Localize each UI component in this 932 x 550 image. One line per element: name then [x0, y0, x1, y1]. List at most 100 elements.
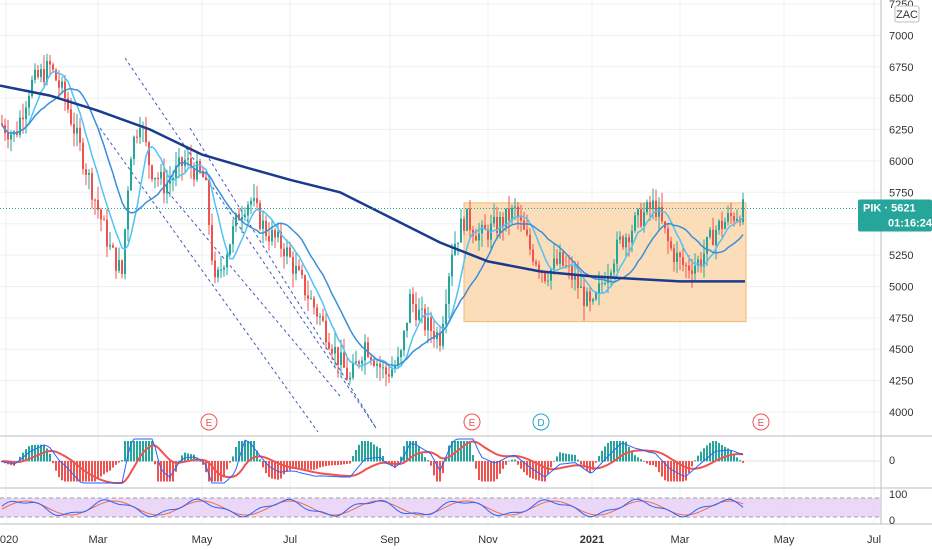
macd-hist-bar	[454, 441, 456, 462]
macd-hist-bar	[250, 441, 252, 462]
candle-body	[673, 248, 675, 262]
price-tick-label: 6500	[889, 93, 913, 105]
macd-hist-bar	[619, 441, 621, 462]
candle-body	[151, 165, 153, 180]
time-axis[interactable]: 2020 Mar May Jul Sep Nov 2021 Mar May Jul	[0, 534, 881, 546]
macd-hist-bar	[685, 461, 687, 481]
macd-hist-bar	[529, 461, 531, 478]
candle-body	[457, 242, 459, 244]
currency-label: ZAC	[896, 9, 918, 21]
macd-hist-bar	[445, 457, 447, 462]
candle-body	[589, 291, 591, 302]
candle-body	[646, 202, 648, 213]
candle-body	[718, 220, 720, 230]
candle-body	[364, 342, 366, 361]
candle-body	[685, 265, 687, 267]
macd-hist-bar	[424, 457, 426, 462]
candle-body	[406, 322, 408, 331]
candle-body	[127, 190, 129, 230]
macd-hist-bar	[163, 461, 165, 482]
candle-body	[115, 247, 117, 271]
macd-hist-bar	[109, 461, 111, 471]
rsi-label-100: 100	[889, 489, 907, 501]
macd-hist-bar	[616, 441, 618, 462]
macd-hist-bar	[340, 461, 342, 465]
moving-averages	[0, 70, 745, 370]
macd-hist-bar	[400, 456, 402, 462]
macd-hist-bar	[466, 441, 468, 462]
candle-body	[466, 208, 468, 231]
macd-hist-bar	[352, 455, 354, 462]
candle-body	[727, 213, 729, 222]
candle-body	[700, 259, 702, 267]
macd-hist-bar	[643, 461, 645, 462]
macd-hist-bar	[178, 460, 180, 462]
candle-body	[442, 323, 444, 346]
candle-body	[448, 276, 450, 304]
price-tick-label: 7000	[889, 30, 913, 42]
macd-hist-bar	[541, 461, 543, 482]
macd-hist-bar	[658, 461, 660, 473]
macd-hist-bar	[49, 453, 51, 462]
candle-body	[262, 220, 264, 229]
candle-body	[514, 206, 516, 208]
macd-hist-bar	[733, 454, 735, 462]
candle-body	[283, 248, 285, 257]
candle-body	[325, 320, 327, 343]
macd-hist-bar	[559, 452, 561, 462]
candle-body	[679, 252, 681, 258]
candle-body	[103, 219, 105, 221]
candle-body	[517, 206, 519, 218]
candle-body	[487, 229, 489, 240]
event-marker[interactable]	[200, 413, 218, 431]
macd-hist-bar	[688, 461, 690, 473]
event-marker[interactable]	[752, 413, 770, 431]
candle-body	[352, 362, 354, 378]
macd-hist-bar	[433, 461, 435, 476]
macd-hist-bar	[598, 456, 600, 462]
candle-body	[88, 173, 90, 175]
candle-body	[361, 360, 363, 364]
macd-hist-bar	[358, 444, 360, 462]
macd-hist-bar	[508, 460, 510, 462]
candle-body	[85, 169, 87, 175]
macd-hist-bar	[76, 461, 78, 482]
candle-body	[643, 212, 645, 227]
event-marker[interactable]	[532, 413, 550, 431]
macd-hist-bar	[202, 461, 204, 465]
currency-box[interactable]	[894, 5, 920, 23]
macd-hist-bar	[610, 441, 612, 462]
candle-body	[520, 217, 522, 221]
candle-body	[418, 309, 420, 320]
candle-body	[46, 60, 48, 82]
candle-body	[391, 369, 393, 377]
macd-hist-bar	[82, 461, 84, 482]
macd-hist-bar	[463, 441, 465, 462]
macd-zero-label: 0	[889, 455, 895, 467]
macd-hist-bar	[103, 461, 105, 475]
event-marker[interactable]	[463, 413, 481, 431]
candle-body	[706, 236, 708, 254]
candle-body	[379, 363, 381, 368]
candle-body	[28, 95, 30, 108]
candle-body	[163, 171, 165, 194]
candle-body	[190, 158, 192, 168]
candle-body	[298, 266, 300, 270]
macd-hist-bar	[364, 441, 366, 462]
macd-hist-bar	[736, 457, 738, 462]
candle-body	[385, 367, 387, 375]
candle-body	[124, 229, 126, 275]
macd-hist-bar	[307, 461, 309, 470]
candle-body	[661, 206, 663, 222]
macd-hist-bar	[283, 461, 285, 475]
candle-body	[304, 275, 306, 296]
price-tick-label: 5750	[889, 187, 913, 199]
macd-hist-bar	[148, 441, 150, 462]
candle-body	[439, 332, 441, 346]
macd-hist-bar	[298, 461, 300, 470]
candle-body	[610, 272, 612, 276]
candle-body	[217, 269, 219, 278]
candle-body	[133, 136, 135, 160]
